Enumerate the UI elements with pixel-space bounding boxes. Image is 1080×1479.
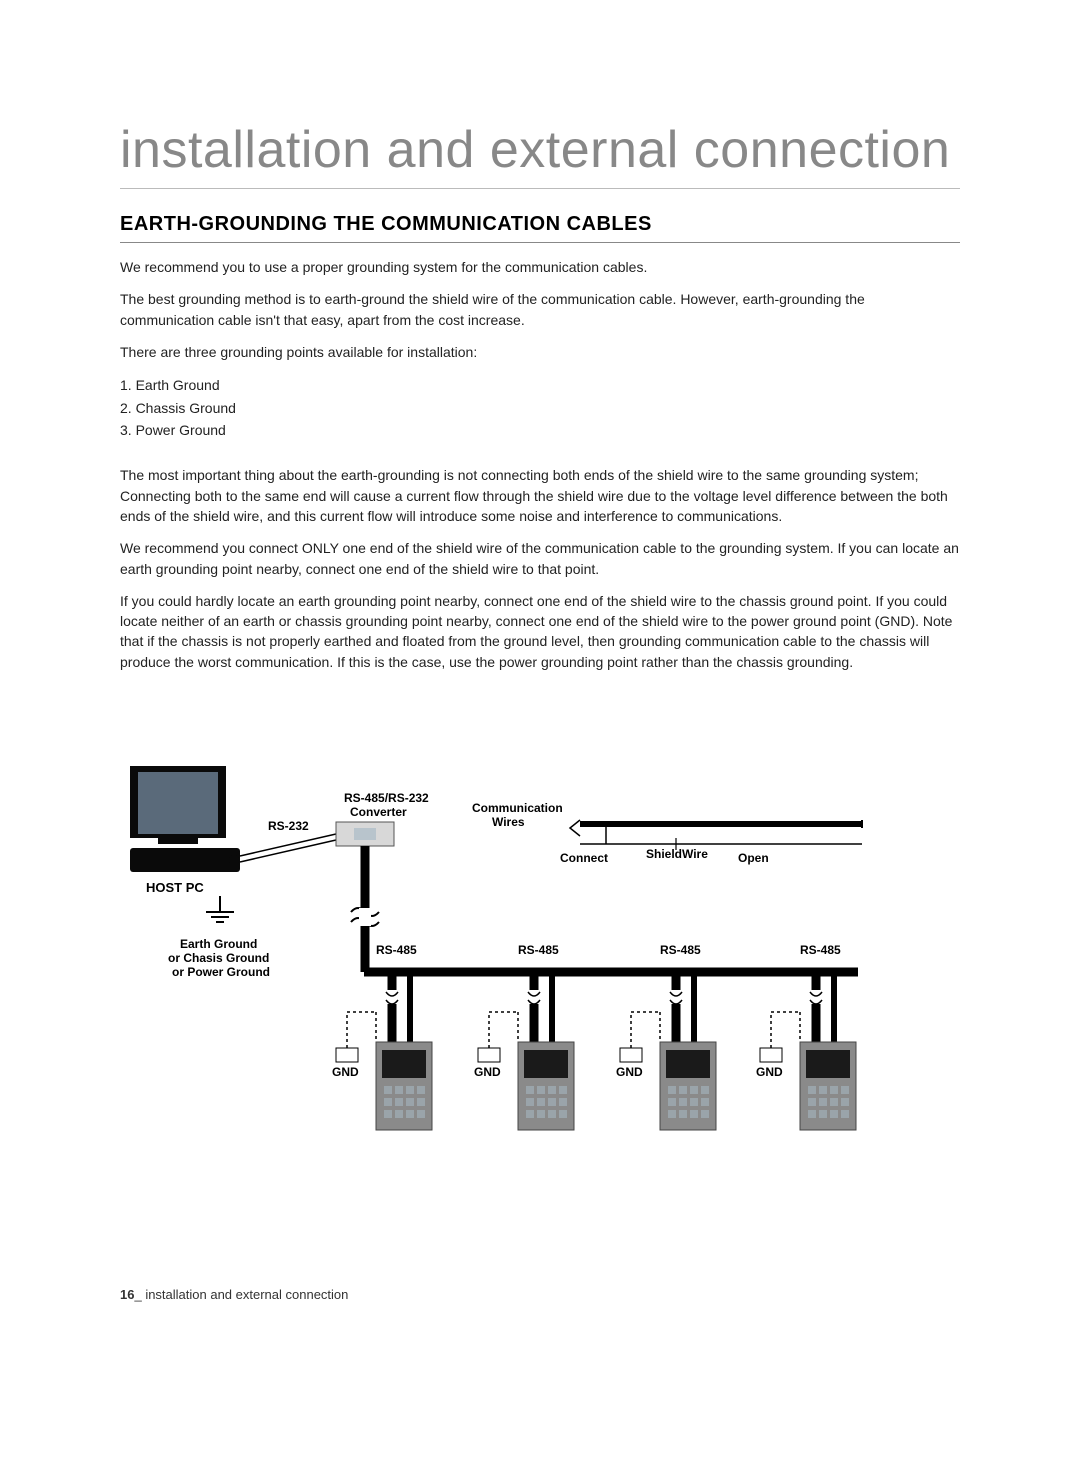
svg-text:GND: GND	[616, 1065, 643, 1079]
list-item: 1. Earth Ground	[120, 374, 960, 396]
footer-text: installation and external connection	[145, 1287, 348, 1302]
svg-text:HOST PC: HOST PC	[146, 880, 204, 895]
svg-text:GND: GND	[756, 1065, 783, 1079]
svg-text:Earth Ground: Earth Ground	[180, 937, 257, 951]
list-item: 2. Chassis Ground	[120, 397, 960, 419]
page-number: 16	[120, 1287, 134, 1302]
svg-text:Converter: Converter	[350, 805, 407, 819]
body-paragraph: There are three grounding points availab…	[120, 342, 960, 362]
footer-sep: _	[134, 1287, 145, 1302]
svg-text:GND: GND	[474, 1065, 501, 1079]
body-paragraph: The best grounding method is to earth-gr…	[120, 289, 960, 330]
chapter-title: installation and external connection	[120, 120, 960, 189]
svg-text:RS-232: RS-232	[268, 819, 309, 833]
svg-text:ShieldWire: ShieldWire	[646, 847, 708, 861]
svg-text:Communication: Communication	[472, 801, 563, 815]
svg-text:Open: Open	[738, 851, 769, 865]
wiring-diagram: HOST PC RS-232 RS-485/RS-232Converter Earth…	[120, 762, 960, 1167]
body-paragraph: The most important thing about the earth…	[120, 465, 960, 526]
svg-text:Connect: Connect	[560, 851, 608, 865]
svg-text:RS-485: RS-485	[376, 943, 417, 957]
svg-text:RS-485: RS-485	[518, 943, 559, 957]
svg-text:GND: GND	[332, 1065, 359, 1079]
svg-text:RS-485/RS-232: RS-485/RS-232	[344, 791, 429, 805]
svg-text:Wires: Wires	[492, 815, 525, 829]
body-paragraph: We recommend you to use a proper groundi…	[120, 257, 960, 277]
svg-text:RS-485: RS-485	[800, 943, 841, 957]
section-title: EARTH-GROUNDING THE COMMUNICATION CABLES	[120, 213, 960, 243]
svg-text:RS-485: RS-485	[660, 943, 701, 957]
page-footer: 16_ installation and external connection	[120, 1287, 960, 1302]
svg-text:or Power Ground: or Power Ground	[172, 965, 270, 979]
svg-text:or Chasis Ground: or Chasis Ground	[168, 951, 269, 965]
body-paragraph: If you could hardly locate an earth grou…	[120, 591, 960, 672]
list-item: 3. Power Ground	[120, 419, 960, 441]
body-paragraph: We recommend you connect ONLY one end of…	[120, 538, 960, 579]
